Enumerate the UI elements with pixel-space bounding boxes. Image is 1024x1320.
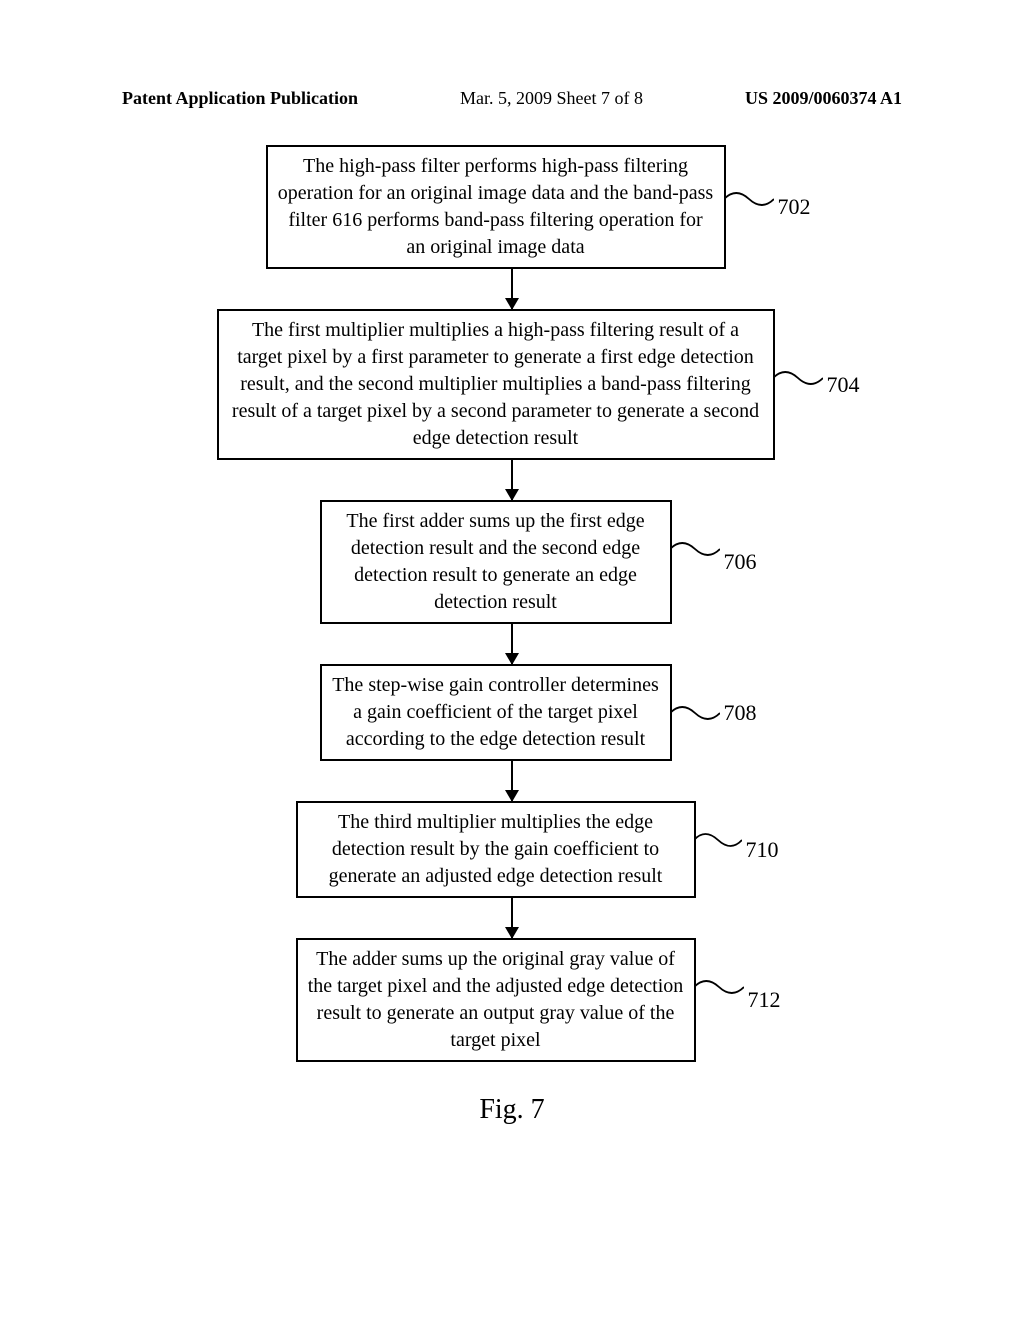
- flow-step-702: The high-pass filter performs high-pass …: [122, 145, 902, 269]
- flow-box: The step-wise gain controller determines…: [320, 664, 672, 761]
- flow-ref-label: 708: [724, 700, 757, 726]
- header-center: Mar. 5, 2009 Sheet 7 of 8: [460, 88, 643, 109]
- flow-step-704: The first multiplier multiplies a high-p…: [122, 309, 902, 460]
- flow-text: The first multiplier multiplies a high-p…: [232, 319, 759, 449]
- flow-ref-label: 712: [748, 987, 781, 1013]
- flow-box: The third multiplier multiplies the edge…: [296, 801, 696, 898]
- ref-connector-icon: [724, 187, 774, 211]
- ref-connector-icon: [670, 701, 720, 725]
- flow-arrow: [122, 624, 902, 664]
- flow-text: The step-wise gain controller determines…: [332, 674, 659, 750]
- flow-ref-label: 710: [746, 837, 779, 863]
- header-left: Patent Application Publication: [122, 88, 358, 109]
- ref-connector-icon: [773, 366, 823, 390]
- figure-caption: Fig. 7: [122, 1094, 902, 1126]
- flow-arrow: [122, 460, 902, 500]
- flow-box: The high-pass filter performs high-pass …: [266, 145, 726, 269]
- flow-arrow: [122, 898, 902, 938]
- ref-connector-icon: [694, 828, 742, 852]
- page-header: Patent Application Publication Mar. 5, 2…: [0, 88, 1024, 109]
- ref-connector-icon: [694, 975, 744, 999]
- flow-step-706: The first adder sums up the first edge d…: [122, 500, 902, 624]
- flow-text: The third multiplier multiplies the edge…: [329, 811, 663, 887]
- header-right: US 2009/0060374 A1: [745, 88, 902, 109]
- flow-box: The first adder sums up the first edge d…: [320, 500, 672, 624]
- flow-text: The high-pass filter performs high-pass …: [278, 155, 713, 258]
- flow-box: The adder sums up the original gray valu…: [296, 938, 696, 1062]
- flow-text: The adder sums up the original gray valu…: [308, 948, 684, 1051]
- flow-box: The first multiplier multiplies a high-p…: [217, 309, 775, 460]
- ref-connector-icon: [670, 537, 720, 561]
- flow-ref-label: 706: [724, 549, 757, 575]
- flow-ref-label: 704: [827, 372, 860, 398]
- flow-arrow: [122, 761, 902, 801]
- flow-text: The first adder sums up the first edge d…: [346, 510, 644, 613]
- flow-step-712: The adder sums up the original gray valu…: [122, 938, 902, 1062]
- flow-step-710: The third multiplier multiplies the edge…: [122, 801, 902, 898]
- flow-ref-label: 702: [778, 194, 811, 220]
- flowchart: The high-pass filter performs high-pass …: [122, 145, 902, 1126]
- flow-step-708: The step-wise gain controller determines…: [122, 664, 902, 761]
- flow-arrow: [122, 269, 902, 309]
